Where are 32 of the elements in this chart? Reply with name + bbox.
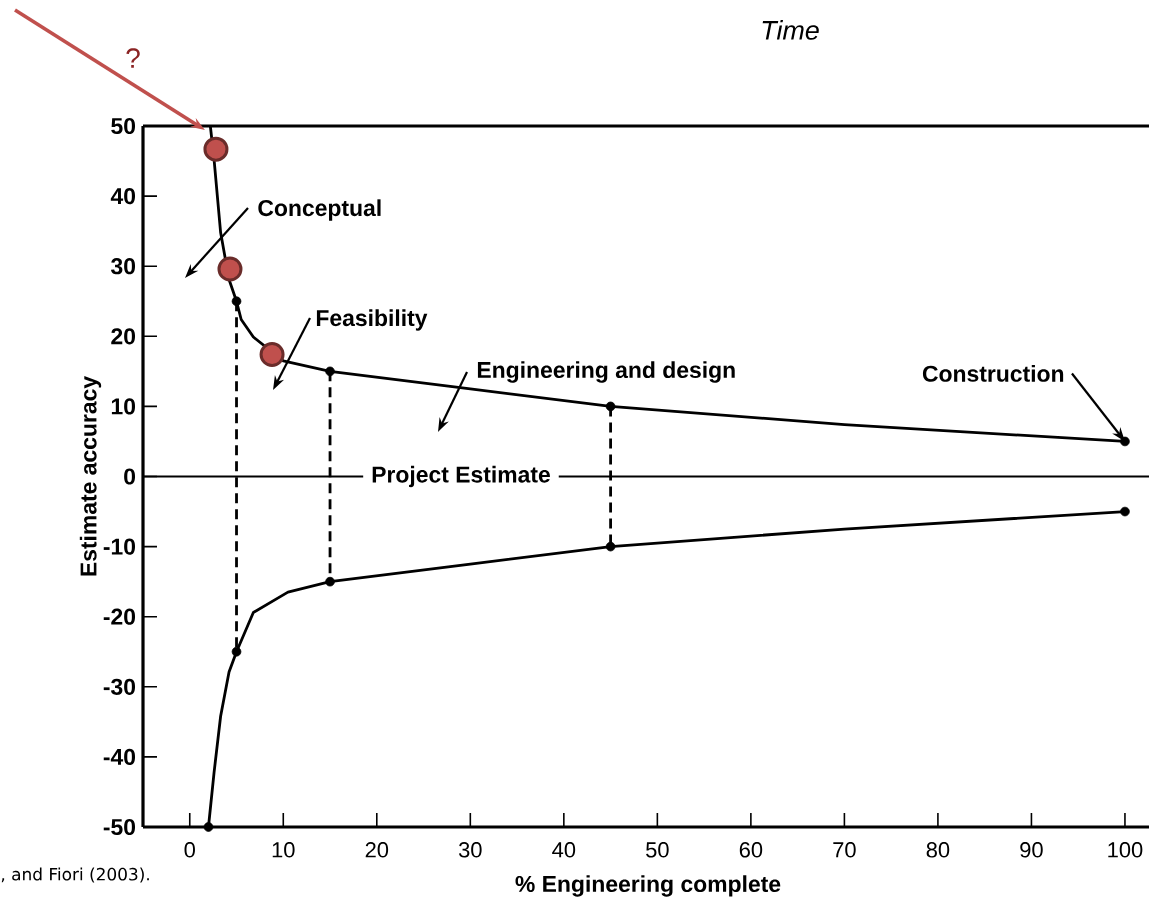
annotation: Conceptual [258,199,381,221]
y-tick-label: -10 [103,538,136,555]
y-tick-label: -50 [103,818,136,836]
y-tick-label: 20 [111,328,136,345]
x-tick-label: 60 [739,842,763,858]
y-tick-label: -40 [103,748,136,766]
text: ? [126,48,140,68]
text: Time [762,20,819,40]
x-tick-label: 70 [833,842,856,858]
x-tick-label: 100 [1108,842,1143,858]
annotation: Engineering and design [477,361,735,383]
y-axis-title: Estimate accuracy [79,376,102,576]
x-tick-label: 20 [365,842,389,858]
annotation: Construction [922,365,1064,382]
x-tick-label: 50 [646,842,669,858]
y-tick-label: 0 [124,468,136,485]
y-tick-label: 40 [110,187,136,205]
x-tick-label: 40 [552,842,576,858]
y-tick-label: 30 [111,258,136,275]
y-tick-label: 10 [111,398,136,415]
x-axis-title: % Engineering complete [515,875,781,897]
y-tick-label: -20 [103,608,136,625]
x-tick-label: 80 [926,842,950,858]
annotation: Feasibility [316,309,428,331]
text: , and Fiori (2003). [1,867,149,883]
y-tick-label: -30 [103,678,136,695]
x-tick-label: 10 [272,842,295,858]
ref-line-label: Project Estimate [372,465,550,488]
x-tick-label: 30 [458,842,482,858]
x-tick-label: 0 [184,842,195,858]
x-tick-label: 90 [1020,842,1043,858]
y-tick-label: 50 [111,117,136,135]
